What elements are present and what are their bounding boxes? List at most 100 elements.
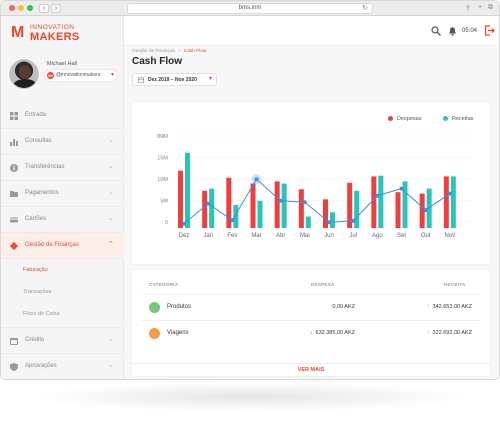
sidebar-item-label: Transferências [25,164,65,170]
bar-receitas-jul [354,190,360,228]
chevron-left-icon[interactable]: ‹ [39,4,49,13]
date-range-picker[interactable]: Dez 2019 – Nov 2020 ▾ [132,73,217,86]
close-window-button[interactable] [9,5,15,11]
trend-point-mar [254,177,259,182]
submenu-item-faturacao[interactable]: Faturação [1,259,124,281]
column-header-income: RECEITA [444,282,466,287]
trend-point-set [399,186,404,191]
chevron-down-icon: ⌄ [108,215,114,222]
submenu-item-transacoes[interactable]: Transações [1,281,124,303]
browser-window: ‹ › bms.inm ↻ ⇪ + ⧉ M INNOVATION MAKERS … [0,0,500,380]
clock-time: 05:04 [462,28,478,34]
trend-point-nov [447,191,452,196]
breadcrumb-separator: > [177,49,181,54]
logout-icon[interactable] [484,25,495,36]
card-icon [10,217,18,223]
maximize-window-button[interactable] [27,5,33,11]
submenu-item-fluxo-caixa[interactable]: Fluxo de Caixa [1,303,124,325]
sidebar-item-consultas[interactable]: Consultas ⌄ [1,129,124,155]
chevron-right-icon[interactable]: › [51,4,61,13]
breadcrumb: Gestão de Finanças > Cash Flow [132,49,206,54]
sidebar-item-transferencias[interactable]: Transferências ⌄ [1,155,124,181]
search-icon[interactable] [431,26,441,36]
org-name: @innovationmakers [56,72,101,78]
x-tick-label: Out [421,233,431,239]
sidebar-item-cartoes[interactable]: Cartões ⌄ [1,207,124,233]
chevron-down-icon: ⌄ [108,189,114,196]
bar-receitas-ago [378,175,384,228]
row-expense: 0,00 AKZ [332,304,355,310]
trend-point-abr [278,198,283,203]
trend-point-jan [206,201,211,206]
trend-point-jul [351,218,356,223]
sidebar-item-label: Cartões [25,216,47,222]
bell-icon[interactable] [448,26,457,36]
page-title: Cash Flow [132,56,183,67]
breadcrumb-parent[interactable]: Gestão de Finanças [132,49,175,54]
bar-receitas-fev [233,205,239,228]
brand-logo[interactable]: M INNOVATION MAKERS [11,23,101,43]
share-icon[interactable]: ⇪ [465,5,471,12]
legend-label: Receitas [452,116,474,122]
trend-point-fev [230,218,235,223]
table-row[interactable]: Produtos 0,00 AKZ ↑ 342.653,00 AKZ [142,294,480,320]
avatar[interactable] [9,59,39,89]
minimize-window-button[interactable] [18,5,24,11]
x-tick-label: Jan [203,233,213,239]
address-bar[interactable]: bms.inm ↻ [127,3,373,14]
x-tick-label: Dez [179,233,190,239]
sidebar-item-credito[interactable]: Crédito ⌄ [1,328,124,354]
sidebar-item-label: Pagamentos [25,190,59,196]
sidebar-item-aprovacoes[interactable]: Aprovações ⌄ [1,354,124,379]
row-income: ↑ 322.692,00 AKZ [427,330,472,336]
sidebar-item-label: Entrada [25,112,47,118]
logo-line-2: MAKERS [30,31,80,43]
gear-icon [10,242,18,250]
row-income: ↑ 342.653,00 AKZ [427,304,472,310]
y-tick-label: 10M [157,177,168,183]
category-table: CATEGORIA DESPESA RECEITA Produtos 0,00 … [132,270,490,376]
plane-icon [149,328,160,339]
user-profile: Michael Hall IM @innovationmakers ▾ [9,59,117,91]
bar-despesas-jun [323,199,328,228]
x-tick-label: Jul [349,233,357,239]
chevron-down-icon: ⌄ [108,137,114,144]
shield-icon [10,363,18,371]
row-category: Viagens [167,330,189,336]
bar-receitas-jan [209,188,215,228]
arrow-up-icon: ↑ [426,304,430,310]
sidebar: M INNOVATION MAKERS Michael Hall IM @inn… [1,16,124,379]
legend-item-receitas[interactable]: Receitas [443,116,473,122]
cash-flow-chart-card: Despesas Receitas AKZ 0 5M 10M 15M 20M Dez Jan F… [132,102,490,264]
reload-icon[interactable]: ↻ [362,5,368,12]
bar-receitas-nov [450,176,456,228]
table-row[interactable]: Viagens ↓ 632.385,00 AKZ ↑ 322.692,00 AKZ [142,320,480,346]
bar-receitas-set [402,181,408,228]
arrow-down-icon: ↓ [309,330,313,336]
new-tab-icon[interactable]: + [478,4,483,11]
user-name: Michael Hall [47,61,77,67]
x-tick-label: Ago [372,233,383,239]
ver-mais-button[interactable]: VER MAIS [132,363,490,376]
column-header-expense: DESPESA [311,282,335,287]
sidebar-item-gestao-financas[interactable]: Gestão de Finanças ⌃ [1,233,124,259]
x-tick-label: Mar [251,233,261,239]
legend-item-despesas[interactable]: Despesas [388,116,421,122]
y-tick-label: 15M [157,156,168,162]
trend-point-ago [375,193,380,198]
box-icon [149,302,160,313]
dashboard-icon [10,112,18,120]
sidebar-item-entrada[interactable]: Entrada [1,103,124,129]
legend-label: Despesas [397,116,422,122]
bar-despesas-dez [178,170,183,228]
trend-point-dez [182,221,186,226]
y-axis-unit: AKZ [156,133,165,138]
tabs-overview-icon[interactable]: ⧉ [488,4,493,11]
chevron-down-icon: ⌄ [108,336,114,343]
bar-receitas-mar [257,200,263,228]
sidebar-item-pagamentos[interactable]: Pagamentos ⌄ [1,181,124,207]
top-bar: 05:04 [124,16,499,46]
organization-selector[interactable]: IM @innovationmakers ▾ [45,70,117,81]
browser-toolbar: ‹ › bms.inm ↻ ⇪ + ⧉ [1,1,499,16]
y-tick-label: 0 [165,220,168,226]
